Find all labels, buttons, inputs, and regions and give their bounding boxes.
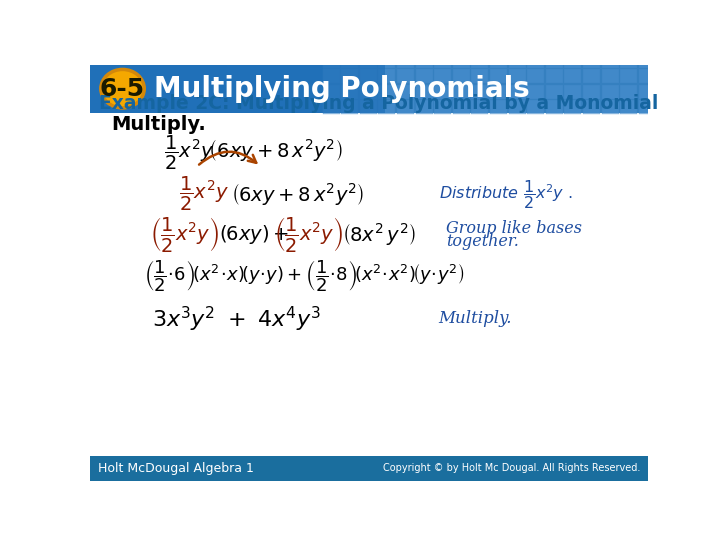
Text: Multiply.: Multiply. xyxy=(112,116,207,134)
Bar xyxy=(453,70,469,83)
Bar xyxy=(323,85,340,99)
Text: $\mathit{Distribute}\ \dfrac{1}{2}x^2y\ .$: $\mathit{Distribute}\ \dfrac{1}{2}x^2y\ … xyxy=(438,178,572,211)
Text: Holt McDougal Algebra 1: Holt McDougal Algebra 1 xyxy=(98,462,253,475)
Bar xyxy=(434,100,451,114)
Bar xyxy=(508,100,526,114)
Bar xyxy=(323,100,340,114)
Bar xyxy=(397,100,414,114)
Bar xyxy=(378,100,395,114)
Bar xyxy=(360,54,377,68)
Bar xyxy=(601,100,618,114)
Bar xyxy=(527,100,544,114)
Text: Multiply.: Multiply. xyxy=(438,310,512,327)
Bar xyxy=(583,54,600,68)
Bar xyxy=(415,100,433,114)
Bar xyxy=(620,100,637,114)
FancyArrowPatch shape xyxy=(199,152,256,165)
Bar xyxy=(564,100,581,114)
Bar xyxy=(415,54,433,68)
Bar xyxy=(490,54,507,68)
Bar xyxy=(472,100,488,114)
Bar xyxy=(583,85,600,99)
Bar xyxy=(323,65,384,112)
Text: Multiplying Polynomials: Multiplying Polynomials xyxy=(153,75,529,103)
Text: together.: together. xyxy=(446,233,519,251)
Bar xyxy=(434,85,451,99)
Bar xyxy=(472,85,488,99)
Bar xyxy=(453,100,469,114)
Bar xyxy=(546,70,563,83)
Text: $\!\left(\dfrac{1}{2}x^2y\right)$: $\!\left(\dfrac{1}{2}x^2y\right)$ xyxy=(152,215,219,254)
Bar xyxy=(639,70,656,83)
Bar xyxy=(508,85,526,99)
Bar xyxy=(527,54,544,68)
Bar xyxy=(397,54,414,68)
Bar xyxy=(472,70,488,83)
Bar xyxy=(415,70,433,83)
Bar xyxy=(341,100,358,114)
Bar xyxy=(490,100,507,114)
Text: $\!\left(8x^2\,y^2\right)$: $\!\left(8x^2\,y^2\right)$ xyxy=(344,221,416,247)
Text: $\dfrac{1}{2}x^2y$: $\dfrac{1}{2}x^2y$ xyxy=(179,175,230,213)
Bar xyxy=(639,54,656,68)
Bar xyxy=(323,65,648,112)
Bar xyxy=(378,70,395,83)
Bar xyxy=(341,70,358,83)
Bar xyxy=(490,85,507,99)
Bar xyxy=(639,85,656,99)
Bar xyxy=(490,70,507,83)
Bar xyxy=(546,100,563,114)
Bar xyxy=(397,70,414,83)
Bar xyxy=(397,85,414,99)
Bar xyxy=(378,54,395,68)
Text: 6-5: 6-5 xyxy=(100,77,145,100)
Bar xyxy=(639,100,656,114)
Text: $\!\left(6xy+8\,x^2y^2\right)$: $\!\left(6xy+8\,x^2y^2\right)$ xyxy=(233,181,364,207)
Bar xyxy=(564,70,581,83)
Bar xyxy=(90,112,648,456)
Bar xyxy=(527,70,544,83)
Bar xyxy=(601,54,618,68)
Bar xyxy=(434,54,451,68)
Bar xyxy=(527,85,544,99)
Bar xyxy=(453,85,469,99)
Bar xyxy=(583,100,600,114)
Bar xyxy=(360,70,377,83)
Bar xyxy=(564,54,581,68)
Bar xyxy=(360,85,377,99)
Bar xyxy=(601,85,618,99)
Bar xyxy=(453,54,469,68)
Bar xyxy=(620,54,637,68)
Text: Example 2C: Multiplying a Polynomial by a Monomial: Example 2C: Multiplying a Polynomial by … xyxy=(99,94,659,113)
Bar xyxy=(378,85,395,99)
Bar xyxy=(601,70,618,83)
Text: $\dfrac{1}{2}x^2 y\!\left(6xy+8\,x^2y^2\right)$: $\dfrac{1}{2}x^2 y\!\left(6xy+8\,x^2y^2\… xyxy=(163,134,342,172)
Bar xyxy=(415,85,433,99)
Bar xyxy=(341,54,358,68)
Bar xyxy=(323,70,340,83)
Bar xyxy=(546,54,563,68)
Text: Group like bases: Group like bases xyxy=(446,220,582,237)
Text: $\!\left(\dfrac{1}{2}\!\cdot\!6\right)\!\left(x^2\!\cdot\! x\right)\!\left(y\!\c: $\!\left(\dfrac{1}{2}\!\cdot\!6\right)\!… xyxy=(145,259,464,294)
Text: $3x^3y^2\ +\ 4x^4y^3$: $3x^3y^2\ +\ 4x^4y^3$ xyxy=(152,305,320,334)
Bar xyxy=(620,70,637,83)
Text: Copyright © by Holt Mc Dougal. All Rights Reserved.: Copyright © by Holt Mc Dougal. All Right… xyxy=(383,463,640,473)
Bar xyxy=(90,65,648,112)
Bar xyxy=(508,70,526,83)
Bar xyxy=(620,85,637,99)
Bar xyxy=(434,70,451,83)
Bar xyxy=(546,85,563,99)
Bar xyxy=(472,54,488,68)
Text: $\!\left(\dfrac{1}{2}x^2y\right)$: $\!\left(\dfrac{1}{2}x^2y\right)$ xyxy=(276,215,343,254)
Bar xyxy=(583,70,600,83)
Bar xyxy=(323,54,340,68)
Bar xyxy=(508,54,526,68)
Bar xyxy=(341,85,358,99)
Bar xyxy=(564,85,581,99)
Bar xyxy=(360,100,377,114)
Bar xyxy=(90,456,648,481)
Ellipse shape xyxy=(101,70,144,108)
Text: $\!(6xy)+$: $\!(6xy)+$ xyxy=(220,222,289,246)
